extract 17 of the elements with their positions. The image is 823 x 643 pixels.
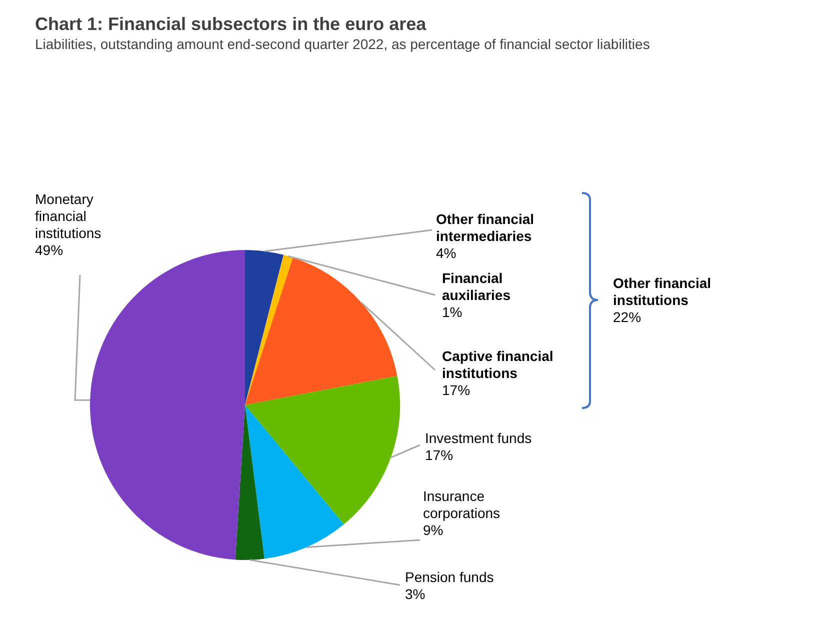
slice-label: Pension funds [405, 568, 494, 585]
data-label: 4% [436, 244, 456, 261]
data-label: 17% [442, 382, 470, 398]
slice-label: Insurance corporations [423, 488, 500, 521]
slice-label: Financial auxiliaries [442, 270, 511, 303]
data-label: 17% [425, 446, 454, 463]
slice-label: Investment funds [425, 430, 532, 446]
chart-subtitle: Liabilities, outstanding amount end-second quarter 2022, as percentage of financial sector liabilities [35, 36, 651, 52]
text: Other financial institutions 22% [613, 275, 712, 326]
chart-title: Chart 1: Financial subsectors in the euro area [35, 14, 426, 35]
data-label: 1% [442, 304, 462, 320]
slice-label: Captive financial institutions [442, 348, 554, 381]
data-label: 3% [405, 586, 426, 602]
slice-label: Monetary financial institutions [35, 190, 102, 241]
data-label: 9% [423, 522, 444, 538]
data-label: 49% [35, 242, 64, 258]
slice-label: Other financial intermediaries [436, 210, 534, 244]
